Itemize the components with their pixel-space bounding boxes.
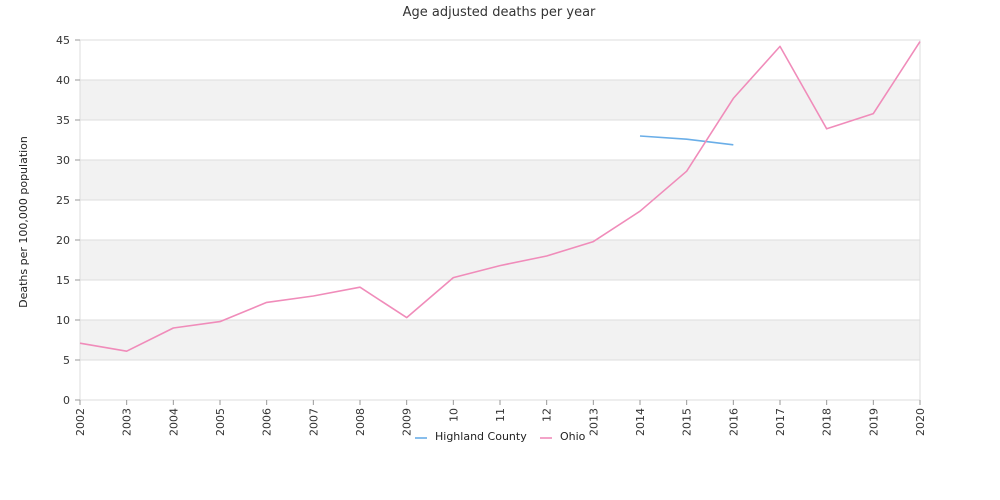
x-tick-label: 2015 (681, 408, 694, 436)
series-line-highland-county[interactable] (639, 135, 734, 146)
data-point-ohio[interactable] (264, 300, 269, 305)
x-tick-label: 2003 (121, 408, 134, 436)
legend[interactable]: Highland County Ohio (415, 430, 586, 443)
y-tick-label: 35 (56, 114, 70, 127)
data-point-ohio[interactable] (171, 326, 176, 331)
data-point-ohio[interactable] (498, 263, 503, 268)
y-tick-label: 20 (56, 234, 70, 247)
data-point-highland-county[interactable] (684, 137, 689, 142)
y-tick-label: 30 (56, 154, 70, 167)
data-point-ohio[interactable] (218, 319, 223, 324)
data-point-ohio[interactable] (591, 239, 596, 244)
data-point-ohio[interactable] (684, 169, 689, 174)
x-tick-label: 2020 (914, 408, 927, 436)
y-axis-title: Deaths per 100,000 population (17, 136, 30, 308)
y-tick-label: 0 (63, 394, 70, 407)
legend-label: Ohio (560, 430, 586, 443)
data-point-ohio[interactable] (871, 111, 876, 116)
legend-label: Highland County (435, 430, 527, 443)
data-point-ohio[interactable] (824, 126, 829, 131)
grid-band (80, 80, 920, 120)
data-point-ohio[interactable] (638, 209, 643, 214)
x-tick-label: 2013 (587, 408, 600, 436)
grid-band (80, 280, 920, 320)
chart-title: Age adjusted deaths per year (403, 5, 596, 20)
x-tick-label: 2019 (867, 408, 880, 436)
grid-band (80, 360, 920, 400)
series-layer (78, 39, 923, 354)
data-point-ohio[interactable] (404, 315, 409, 320)
x-tick-label: 2018 (821, 408, 834, 436)
y-tick-label: 15 (56, 274, 70, 287)
legend-item-ohio[interactable]: Ohio (540, 430, 586, 443)
data-point-ohio[interactable] (78, 341, 83, 346)
x-tick-label: 2016 (727, 408, 740, 436)
series-line-ohio[interactable] (79, 41, 921, 352)
x-tick-label: 2009 (401, 408, 414, 436)
y-axis-ticks: 0 5 10 15 20 25 30 35 40 45 (56, 34, 80, 407)
data-point-highland-county[interactable] (731, 142, 736, 147)
data-point-ohio[interactable] (731, 96, 736, 101)
data-point-ohio[interactable] (544, 254, 549, 259)
data-point-highland-county[interactable] (638, 134, 643, 139)
series-highland-county (638, 134, 736, 147)
grid-band (80, 200, 920, 240)
x-tick-label: 2006 (261, 408, 274, 436)
grid-band (80, 40, 920, 80)
x-tick-label: 2017 (774, 408, 787, 436)
data-point-ohio[interactable] (124, 349, 129, 354)
x-tick-label: 2014 (634, 408, 647, 436)
grid-band (80, 320, 920, 360)
y-tick-label: 45 (56, 34, 70, 47)
x-tick-label: 2005 (214, 408, 227, 436)
x-axis-ticks: 2002 2003 2004 2005 2006 2007 2008 2009 10 11 12 20… (74, 400, 927, 436)
y-tick-label: 25 (56, 194, 70, 207)
x-tick-label: 2007 (307, 408, 320, 436)
series-ohio (78, 39, 923, 354)
x-tick-label: 2004 (167, 408, 180, 436)
y-tick-label: 5 (63, 354, 70, 367)
x-tick-label: 2002 (74, 408, 87, 436)
y-tick-label: 40 (56, 74, 70, 87)
x-tick-label: 11 (494, 408, 507, 422)
x-tick-label: 10 (447, 408, 460, 422)
x-tick-label: 12 (541, 408, 554, 422)
data-point-ohio[interactable] (311, 294, 316, 299)
grid-band (80, 160, 920, 200)
data-point-ohio[interactable] (358, 285, 363, 290)
grid-band (80, 240, 920, 280)
data-point-ohio[interactable] (778, 44, 783, 49)
grid-bands (80, 40, 920, 400)
legend-item-highland-county[interactable]: Highland County (415, 430, 527, 443)
data-point-ohio[interactable] (918, 39, 923, 44)
x-tick-label: 2008 (354, 408, 367, 436)
grid-band (80, 120, 920, 160)
y-tick-label: 10 (56, 314, 70, 327)
data-point-ohio[interactable] (451, 275, 456, 280)
